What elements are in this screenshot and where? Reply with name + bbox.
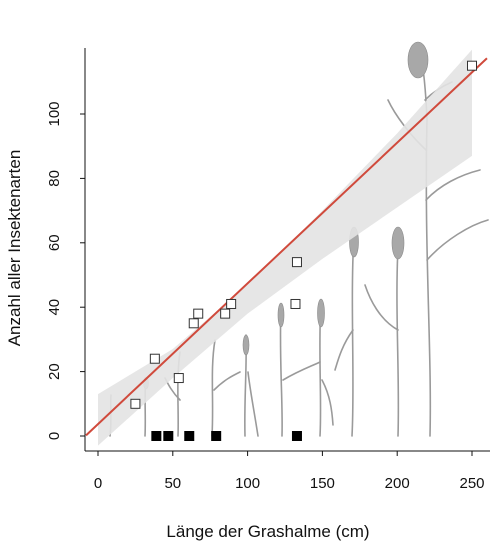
x-tick-label: 200 (385, 475, 410, 492)
y-tick-label: 0 (46, 432, 63, 440)
x-axis-title: Länge der Grashalme (cm) (166, 522, 369, 541)
open-square-point (220, 308, 231, 319)
data-points (130, 60, 477, 441)
x-tick-label: 250 (459, 475, 484, 492)
open-square-point (173, 373, 184, 384)
filled-square-point (184, 431, 195, 441)
filled-square-point (291, 431, 302, 441)
open-square-point (291, 257, 302, 268)
open-square-point (290, 298, 301, 309)
y-tick-label: 60 (46, 234, 63, 251)
filled-square-point (211, 431, 222, 441)
open-square-point (149, 353, 160, 364)
y-tick-label: 100 (46, 101, 63, 126)
open-square-point (467, 60, 477, 71)
x-tick-label: 50 (164, 475, 181, 492)
x-tick-label: 0 (94, 475, 102, 492)
y-axis-title: Anzahl aller Insektenarten (5, 150, 24, 347)
x-tick-label: 100 (235, 475, 260, 492)
filled-square-point (163, 431, 174, 441)
open-square-point (130, 398, 141, 409)
axis-ticks: 0 50 100 150 200 250 0 20 40 60 80 100 (46, 101, 485, 492)
filled-square-point (151, 431, 162, 441)
y-tick-label: 40 (46, 299, 63, 316)
x-tick-label: 150 (310, 475, 335, 492)
open-square-point (226, 298, 237, 309)
y-tick-label: 80 (46, 170, 63, 187)
regression-line (85, 57, 488, 437)
y-tick-label: 20 (46, 363, 63, 380)
open-square-point (188, 318, 199, 329)
open-square-point (193, 308, 204, 319)
